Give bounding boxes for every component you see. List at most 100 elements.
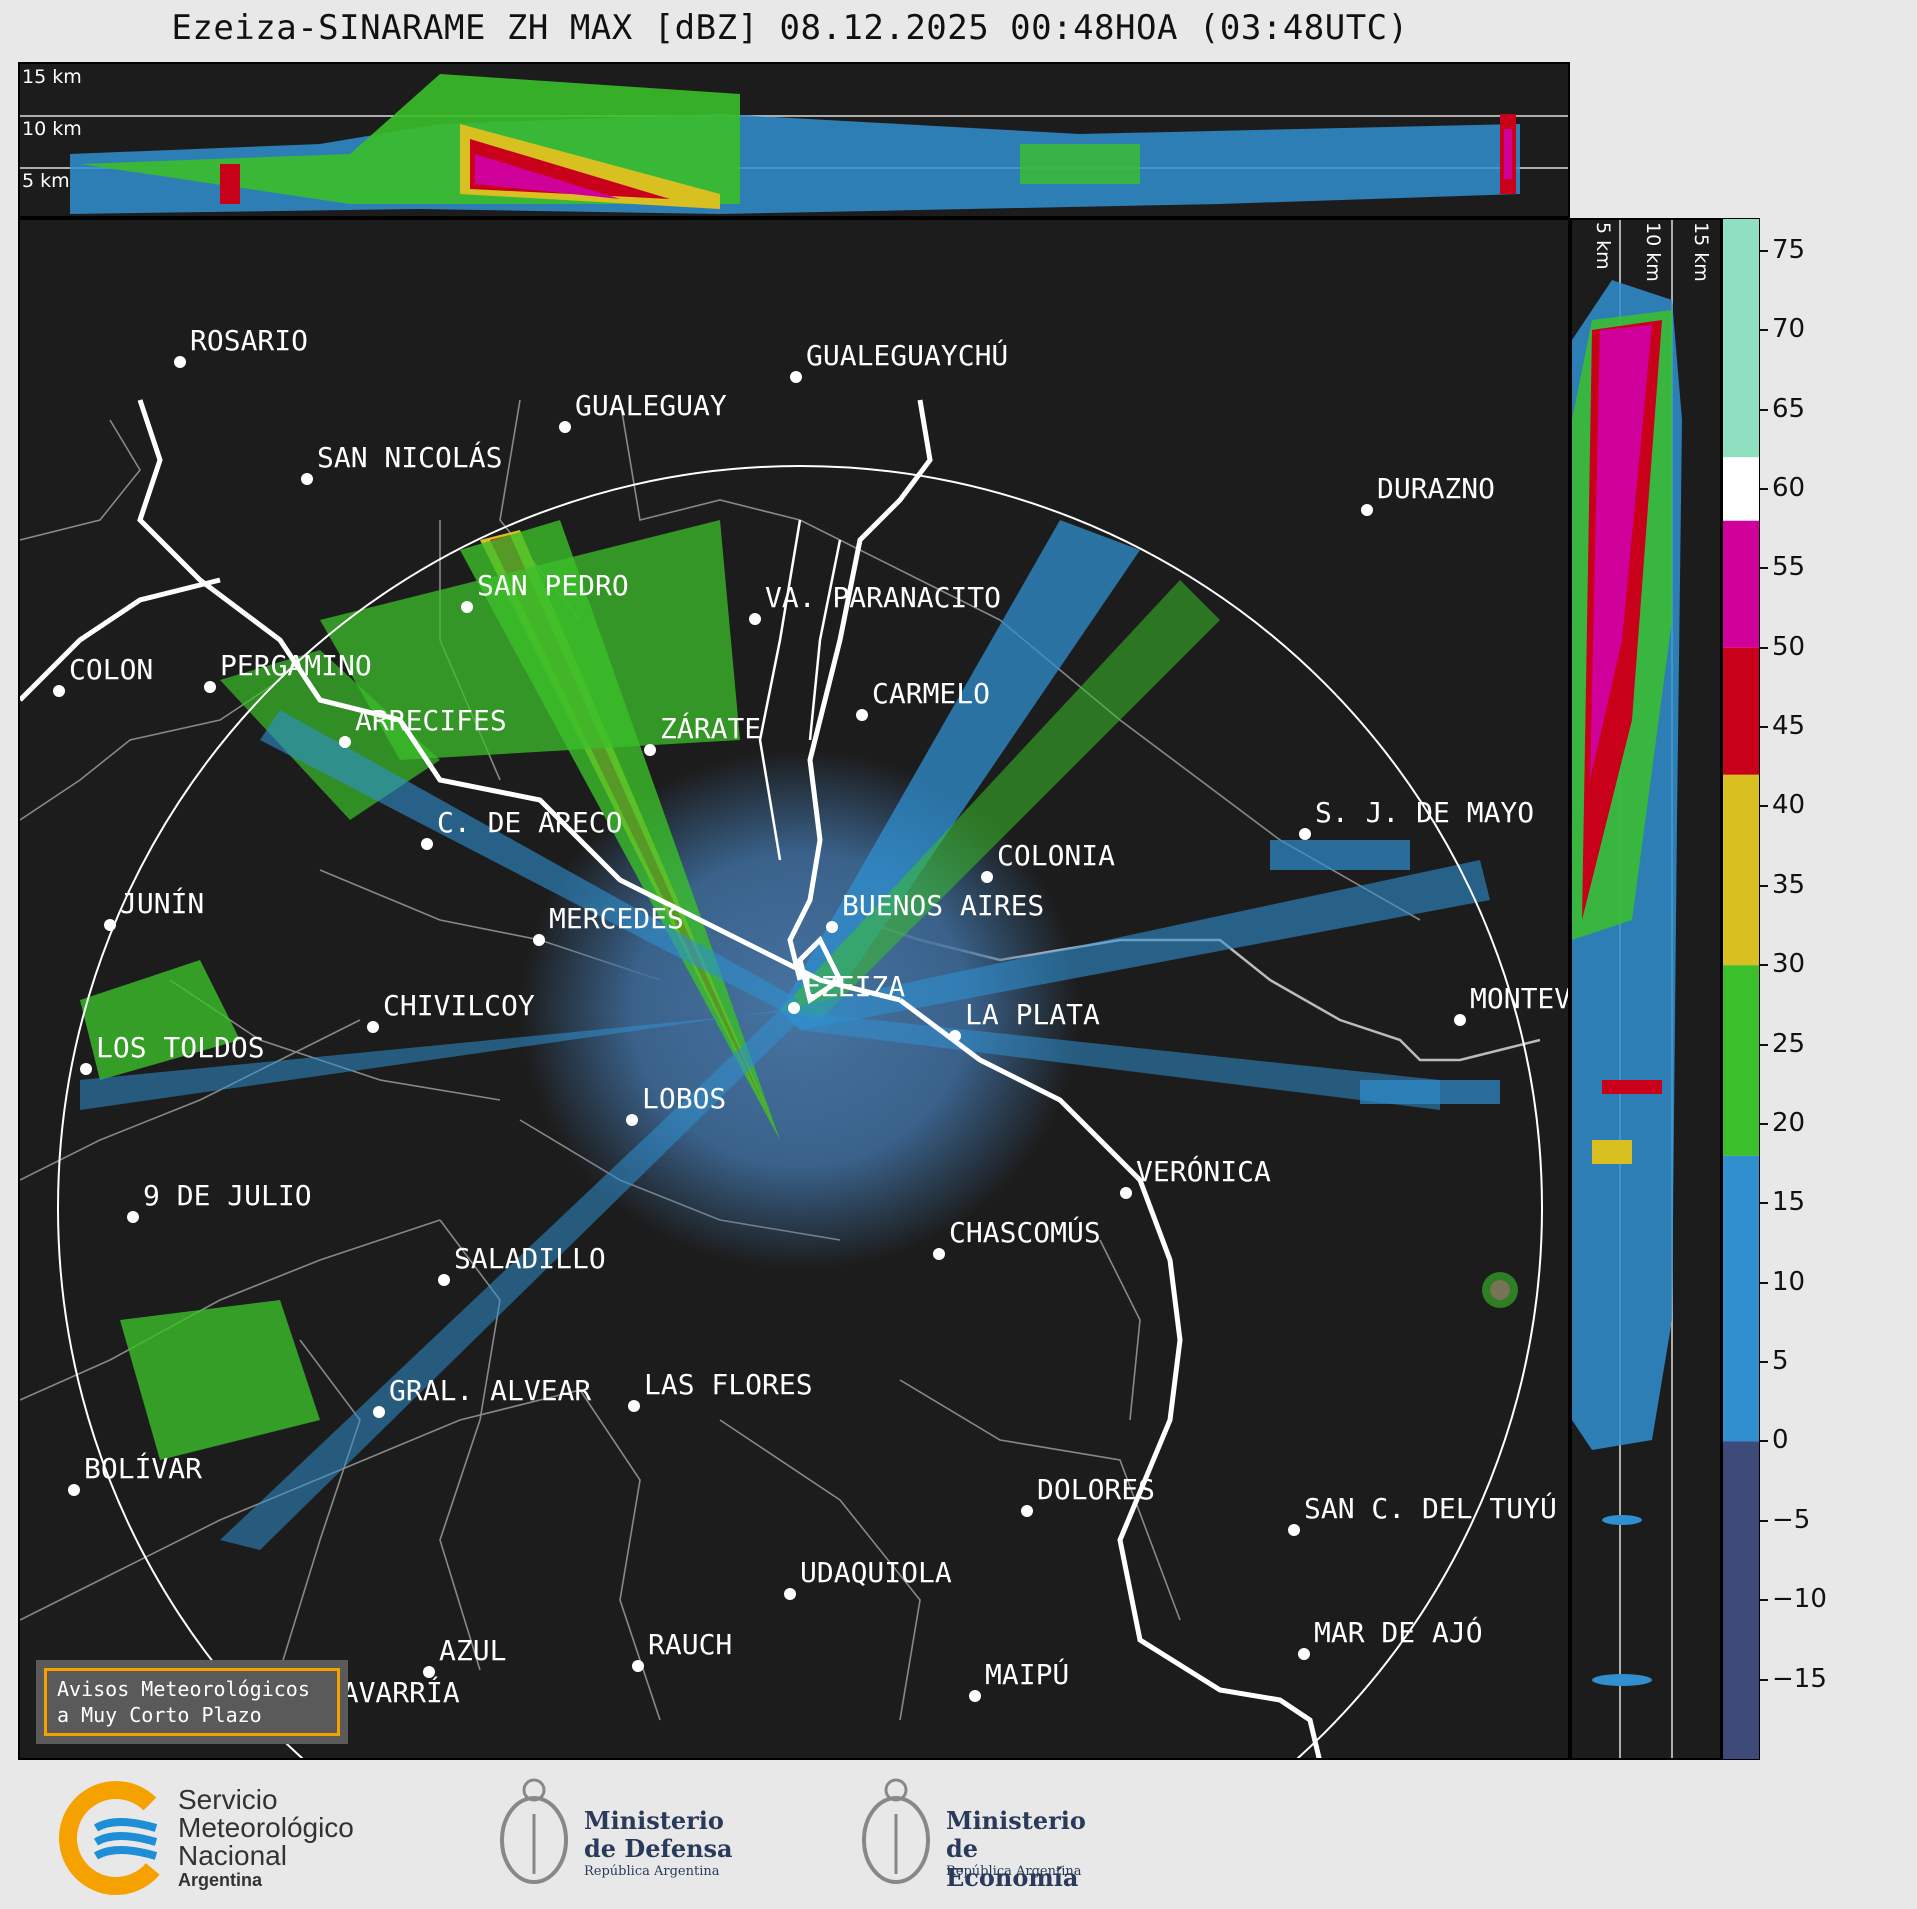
city-label: BOLÍVAR [84,1451,202,1485]
colorbar-band [1723,219,1759,458]
city-label: BUENOS AIRES [842,889,1044,922]
city-label: DURAZNO [1377,472,1495,505]
city-label: PERGAMINO [220,649,372,682]
colorbar-tick-label: 30 [1772,949,1806,980]
city-label: JUNÍN [120,886,204,920]
top-cross-section-panel: 15 km 10 km 5 km [18,62,1570,218]
city-dot [301,473,313,485]
city-dot [438,1274,450,1286]
city-label: MAIPÚ [985,1657,1069,1691]
city-dot [856,709,868,721]
city-dot [1120,1187,1132,1199]
colorbar-tick-label: 0 [1772,1425,1789,1456]
city-label: LA PLATA [965,998,1100,1031]
colorbar-band [1723,1441,1759,1759]
colorbar-tick-label: −10 [1772,1584,1827,1615]
city-dot [204,681,216,693]
city-dot [53,685,65,697]
colorbar-tick-mark [1760,1440,1768,1443]
colorbar-tick-label: 10 [1772,1266,1806,1297]
city-label: COLON [69,653,153,686]
colorbar-band [1723,774,1759,966]
city-dot [1021,1505,1033,1517]
defensa-text-2: de Defensa [584,1834,733,1863]
range-ring [57,465,1543,1758]
city-dot [80,1063,92,1075]
city-dot [784,1588,796,1600]
city-dot [981,871,993,883]
colorbar-tick-mark [1760,1361,1768,1364]
city-markers: ROSARIO GUALEGUAYCHÚ GUALEGUAY SAN NICOLÁS D… [53,324,1570,1720]
city-label: CARMELO [872,677,990,710]
city-dot [461,601,473,613]
city-label: MERCEDES [549,902,684,935]
city-dot [1288,1524,1300,1536]
colorbar-tick-mark [1760,1678,1768,1681]
colorbar-tick-mark [1760,249,1768,252]
city-label: LAS FLORES [644,1368,813,1401]
city-label: UDAQUIOLA [800,1556,952,1589]
city-dot [68,1484,80,1496]
city-label: DOLORES [1037,1473,1155,1506]
coat-of-arms-icon [862,1778,930,1884]
smn-text-1: Servicio [178,1784,278,1815]
city-label: C. DE ARECO [437,806,622,839]
colorbar-band [1723,1155,1759,1442]
city-dot [373,1406,385,1418]
city-dot [749,613,761,625]
city-label: AZUL [439,1634,506,1667]
city-dot [969,1690,981,1702]
colorbar-tick-mark [1760,726,1768,729]
colorbar-tick-mark [1760,1599,1768,1602]
city-label: COLONIA [997,839,1115,872]
chart-title: Ezeiza-SINARAME ZH MAX [dBZ] 08.12.2025 … [171,8,1409,48]
radar-map-panel[interactable]: ROSARIO GUALEGUAYCHÚ GUALEGUAY SAN NICOLÁS D… [18,218,1570,1760]
city-dot [644,744,656,756]
colorbar-tick-label: 15 [1772,1187,1806,1218]
economia-text-1: Ministerio [946,1806,1086,1835]
defensa-text-1: Ministerio [584,1806,724,1835]
aviso-line1: Avisos Meteorológicos [57,1677,310,1701]
city-label: SAN C. DEL TUYÚ [1304,1491,1557,1525]
city-dot [1298,1648,1310,1660]
city-dot [104,919,116,931]
colorbar-tick-label: −5 [1772,1504,1811,1535]
colorbar-tick-mark [1760,567,1768,570]
city-label: GRAL. ALVEAR [389,1374,591,1407]
colorbar-tick-mark [1760,884,1768,887]
city-dot [790,371,802,383]
colorbar-tick-mark [1760,1281,1768,1284]
city-label: CHIVILCOY [383,989,535,1022]
colorbar-tick-label: 55 [1772,552,1806,583]
economia-text-2: de Economía [946,1834,1079,1892]
city-label: GUALEGUAYCHÚ [806,338,1008,372]
coastline [20,399,1322,1758]
smn-logo-icon [59,1781,173,1895]
colorbar-tick-label: 20 [1772,1107,1806,1138]
colorbar-tick-mark [1760,1519,1768,1522]
colorbar-tick-mark [1760,329,1768,332]
city-dot [1361,504,1373,516]
economia-logo: Ministerio de Economía República Argenti… [856,1770,1116,1900]
colorbar-band [1723,520,1759,648]
aviso-box-inner: Avisos Meteorológicos a Muy Corto Plazo [44,1668,340,1736]
colorbar-tick-label: 75 [1772,234,1806,265]
colorbar-tick-mark [1760,1122,1768,1125]
radar-map: ROSARIO GUALEGUAYCHÚ GUALEGUAY SAN NICOLÁS D… [20,324,1570,1758]
aviso-box[interactable]: Avisos Meteorológicos a Muy Corto Plazo [36,1660,348,1744]
economia-text-3: República Argentina [946,1864,1082,1879]
colorbar-band [1723,647,1759,775]
city-label: MONTEV [1470,982,1570,1015]
colorbar-tick-label: −15 [1772,1663,1827,1694]
smn-text-3: Nacional [178,1840,287,1871]
colorbar-tick-label: 25 [1772,1028,1806,1059]
city-label: VA. PARANACITO [765,581,1001,614]
defensa-text-3: República Argentina [584,1864,720,1879]
colorbar-tick-label: 35 [1772,869,1806,900]
colorbar-tick-mark [1760,805,1768,808]
city-label: GUALEGUAY [575,389,727,422]
side-cross-section-graphic [1572,220,1682,1758]
coat-of-arms-icon [500,1778,568,1884]
aviso-line2: a Muy Corto Plazo [57,1703,262,1727]
river-branches [758,519,842,861]
